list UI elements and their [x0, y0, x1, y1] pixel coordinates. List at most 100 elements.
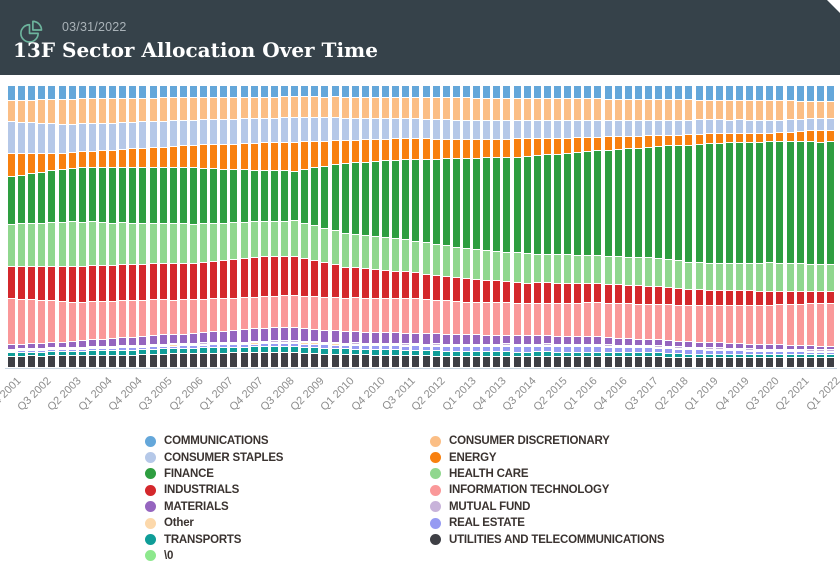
bar-segment[interactable] — [109, 149, 117, 168]
bar-segment[interactable] — [58, 341, 66, 347]
bar-segment[interactable] — [88, 265, 96, 301]
bar-segment[interactable] — [645, 347, 652, 353]
bar-segment[interactable] — [240, 346, 248, 353]
bar-segment[interactable] — [68, 86, 76, 99]
bar-segment[interactable] — [796, 263, 804, 291]
bar-segment[interactable] — [442, 275, 450, 301]
bar-segment[interactable] — [372, 342, 379, 345]
bar-segment[interactable] — [493, 157, 501, 251]
bar-segment[interactable] — [331, 353, 339, 367]
bar-segment[interactable] — [816, 130, 824, 142]
bar-segment[interactable] — [361, 96, 369, 118]
bar-segment[interactable] — [200, 332, 208, 343]
bar-segment[interactable] — [351, 86, 359, 97]
bar-segment[interactable] — [250, 86, 258, 97]
bar-segment[interactable] — [28, 355, 36, 368]
bar-segment[interactable] — [452, 343, 460, 345]
bar-segment[interactable] — [715, 342, 723, 348]
bar-segment[interactable] — [28, 86, 36, 100]
bar-segment[interactable] — [564, 335, 572, 344]
bar-segment[interactable] — [533, 344, 541, 346]
bar-segment[interactable] — [685, 119, 693, 135]
bar-segment[interactable] — [645, 86, 652, 99]
bar-segment[interactable] — [786, 86, 794, 101]
bar-segment[interactable] — [8, 348, 15, 350]
bar-segment[interactable] — [8, 153, 15, 176]
bar-segment[interactable] — [736, 305, 743, 344]
bar-segment[interactable] — [463, 351, 470, 357]
bar-segment[interactable] — [250, 118, 258, 143]
bar-segment[interactable] — [351, 354, 359, 367]
bar-segment[interactable] — [827, 290, 834, 303]
bar-segment[interactable] — [574, 335, 582, 344]
bar-segment[interactable] — [594, 282, 602, 303]
bar-segment[interactable] — [725, 357, 733, 367]
bar-segment[interactable] — [331, 342, 339, 344]
bar[interactable] — [594, 86, 602, 368]
bar-segment[interactable] — [311, 96, 319, 118]
bar-segment[interactable] — [210, 298, 218, 332]
bar-segment[interactable] — [452, 246, 460, 277]
bar-segment[interactable] — [786, 141, 794, 264]
bar-segment[interactable] — [230, 297, 238, 330]
bar-segment[interactable] — [715, 357, 723, 367]
bar-segment[interactable] — [533, 345, 541, 352]
bar-segment[interactable] — [200, 144, 208, 168]
bar-segment[interactable] — [169, 334, 177, 344]
bar-segment[interactable] — [38, 122, 46, 153]
bar-segment[interactable] — [149, 343, 157, 346]
bar-segment[interactable] — [311, 140, 319, 168]
bar-segment[interactable] — [270, 340, 278, 342]
bar-segment[interactable] — [301, 223, 309, 258]
bar[interactable] — [442, 86, 450, 367]
bar-segment[interactable] — [554, 153, 561, 254]
bar-segment[interactable] — [402, 343, 410, 345]
bar-segment[interactable] — [341, 232, 349, 267]
legend-item-consumer-staples[interactable]: CONSUMER STAPLES — [145, 449, 430, 465]
bar-segment[interactable] — [503, 302, 511, 335]
bar-segment[interactable] — [341, 348, 349, 354]
bar-segment[interactable] — [796, 141, 804, 264]
bar-segment[interactable] — [452, 355, 460, 367]
bar-segment[interactable] — [139, 300, 147, 336]
bar-segment[interactable] — [159, 97, 167, 121]
bar-segment[interactable] — [483, 119, 491, 139]
bar-segment[interactable] — [634, 338, 642, 345]
bar-segment[interactable] — [422, 159, 430, 243]
bar[interactable] — [574, 86, 582, 368]
bar-segment[interactable] — [493, 120, 501, 139]
bar-segment[interactable] — [291, 343, 299, 347]
bar-segment[interactable] — [331, 296, 339, 331]
bar-segment[interactable] — [311, 117, 319, 141]
bar-segment[interactable] — [159, 344, 167, 346]
bar-segment[interactable] — [493, 280, 501, 303]
bar-segment[interactable] — [614, 303, 622, 338]
bar-segment[interactable] — [281, 295, 288, 328]
bar-segment[interactable] — [58, 347, 66, 349]
bar-segment[interactable] — [78, 347, 86, 349]
bar-segment[interactable] — [382, 297, 390, 333]
bar-segment[interactable] — [190, 353, 197, 367]
bar[interactable] — [493, 86, 501, 368]
bar-segment[interactable] — [200, 353, 208, 367]
bar-segment[interactable] — [523, 97, 531, 121]
bar-segment[interactable] — [604, 149, 612, 256]
bar[interactable] — [725, 86, 733, 367]
bar-segment[interactable] — [786, 263, 794, 291]
bar[interactable] — [584, 86, 592, 368]
bar-segment[interactable] — [452, 276, 460, 301]
bar-segment[interactable] — [756, 350, 764, 355]
bar-segment[interactable] — [756, 344, 764, 349]
bar-segment[interactable] — [432, 86, 440, 98]
bar-segment[interactable] — [58, 266, 66, 302]
bar-segment[interactable] — [129, 300, 137, 337]
bar-segment[interactable] — [190, 262, 197, 300]
bar-segment[interactable] — [483, 334, 491, 344]
bar-segment[interactable] — [109, 346, 117, 348]
bar-segment[interactable] — [806, 354, 814, 358]
bar-segment[interactable] — [452, 333, 460, 344]
bar-segment[interactable] — [301, 352, 309, 367]
bar-segment[interactable] — [533, 355, 541, 368]
bar-segment[interactable] — [361, 348, 369, 355]
bar-segment[interactable] — [634, 98, 642, 121]
